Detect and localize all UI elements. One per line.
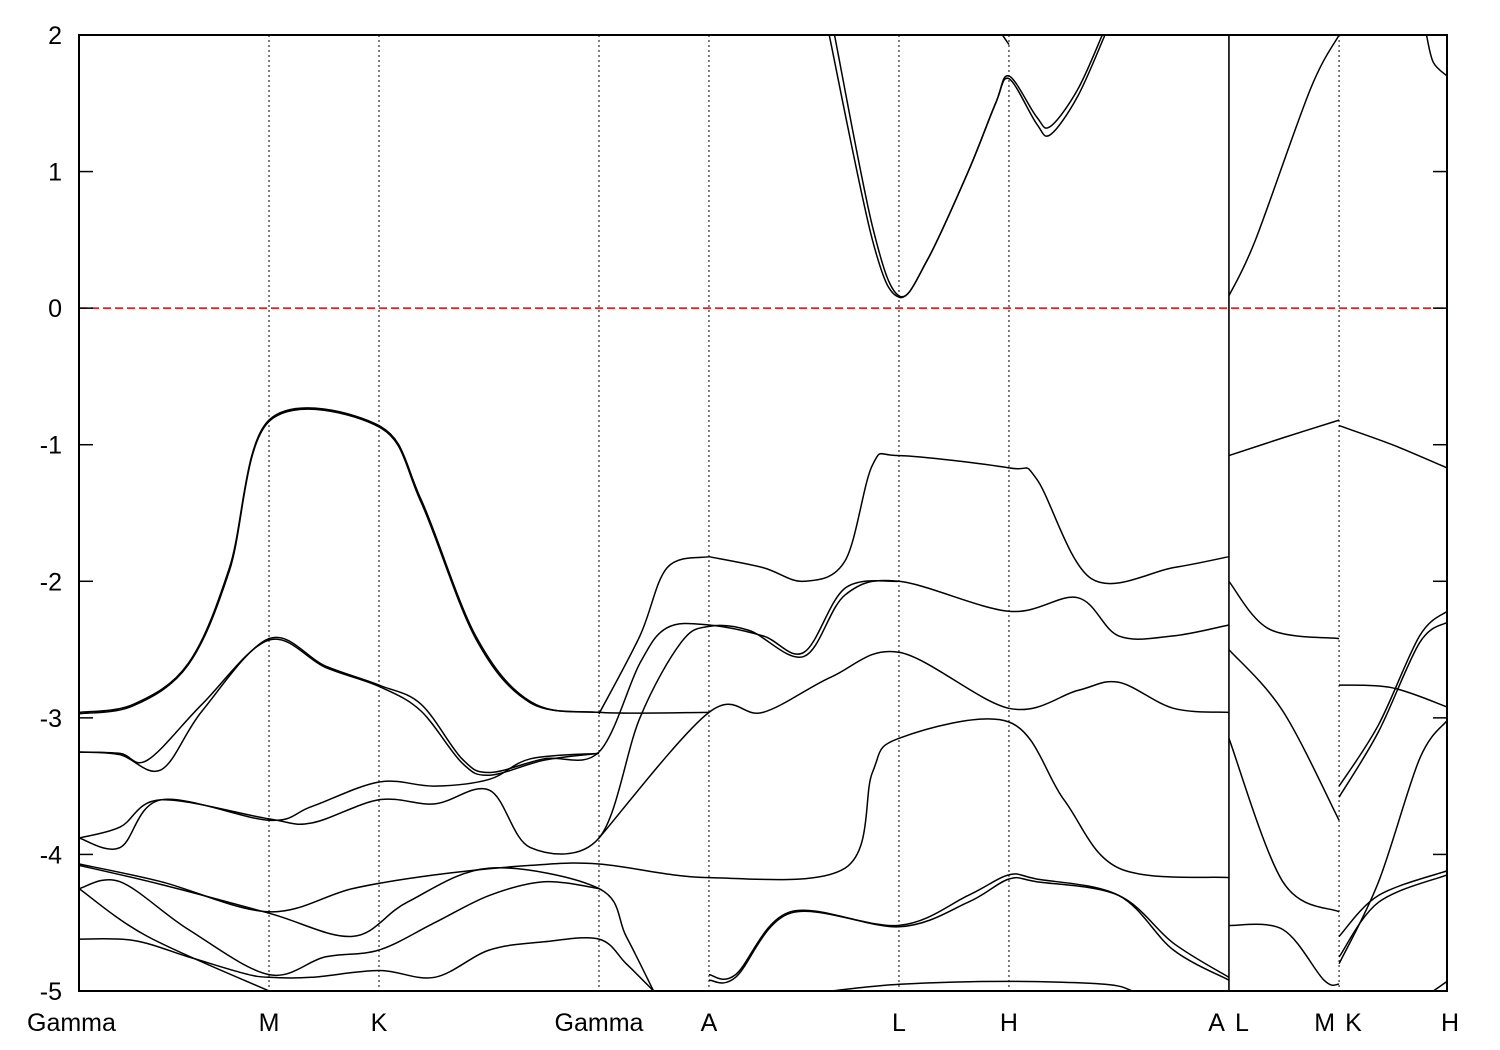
band-lines <box>79 35 1447 991</box>
x-tick-label-6: H <box>1000 1009 1018 1037</box>
y-tick-label-6: -4 <box>40 841 62 869</box>
y-tick-label-3: -1 <box>40 432 62 460</box>
band-line-28 <box>1338 610 1447 787</box>
band-line-1 <box>79 408 600 715</box>
band-line-24 <box>1228 649 1340 821</box>
y-tick-label-0: 2 <box>48 22 62 50</box>
band-line-20 <box>1228 35 1340 297</box>
band-line-10 <box>79 864 655 991</box>
x-tick-label-8: L <box>1235 1009 1249 1037</box>
band-line-14 <box>708 873 1230 984</box>
band-line-7 <box>708 452 1230 585</box>
band-line-29 <box>1338 621 1447 798</box>
band-line-30 <box>1338 870 1447 937</box>
band-line-18 <box>828 35 1103 299</box>
x-tick-label-9: M <box>1314 1009 1335 1037</box>
band-line-5 <box>79 579 1230 855</box>
x-tick-label-1: M <box>259 1009 280 1037</box>
band-line-31 <box>1338 874 1447 958</box>
band-line-25 <box>1228 738 1340 913</box>
band-line-0 <box>79 407 710 714</box>
band-line-12 <box>79 887 270 991</box>
band-line-23 <box>1228 580 1340 640</box>
band-line-27 <box>1339 684 1447 708</box>
x-tick-label-0: Gamma <box>27 1009 116 1037</box>
band-line-11 <box>79 878 600 977</box>
band-line-34 <box>1432 980 1447 991</box>
band-line-9 <box>79 718 1229 913</box>
band-line-6 <box>598 650 1229 839</box>
y-axis-ticks: 2 1 0 -1 -2 -3 -4 -5 <box>40 22 1447 1006</box>
x-axis-ticks: Gamma M K Gamma A L H A L M K H <box>27 1009 1459 1037</box>
band-line-8 <box>598 555 710 715</box>
band-line-26 <box>1228 923 1340 987</box>
x-tick-label-10: K <box>1345 1009 1362 1037</box>
band-line-21 <box>1228 419 1340 457</box>
band-line-33 <box>1425 35 1447 77</box>
band-line-2 <box>79 579 900 774</box>
x-tick-label-4: A <box>701 1009 718 1037</box>
x-tick-label-2: K <box>371 1009 388 1037</box>
x-tick-label-5: L <box>892 1009 906 1037</box>
band-line-4 <box>79 752 600 850</box>
band-line-15 <box>708 876 1230 980</box>
band-line-17 <box>833 35 1106 298</box>
plot-frame <box>78 34 1448 992</box>
y-tick-label-4: -2 <box>40 568 62 596</box>
x-tick-label-11: H <box>1441 1009 1459 1037</box>
band-line-3 <box>79 638 600 777</box>
y-tick-label-5: -3 <box>40 705 62 733</box>
band-line-32 <box>1338 720 1447 965</box>
kpoint-gridlines <box>268 35 1340 991</box>
plot-border <box>78 34 1448 992</box>
x-tick-label-7: A <box>1208 1009 1225 1037</box>
y-tick-label-7: -5 <box>40 978 62 1006</box>
band-line-13 <box>79 937 655 991</box>
y-tick-label-2: 0 <box>48 295 62 323</box>
band-line-19 <box>1001 35 1010 46</box>
x-tick-label-3: Gamma <box>555 1009 644 1037</box>
y-tick-label-1: 1 <box>48 159 62 187</box>
band-line-22 <box>1338 424 1447 469</box>
band-line-16 <box>831 980 1133 991</box>
